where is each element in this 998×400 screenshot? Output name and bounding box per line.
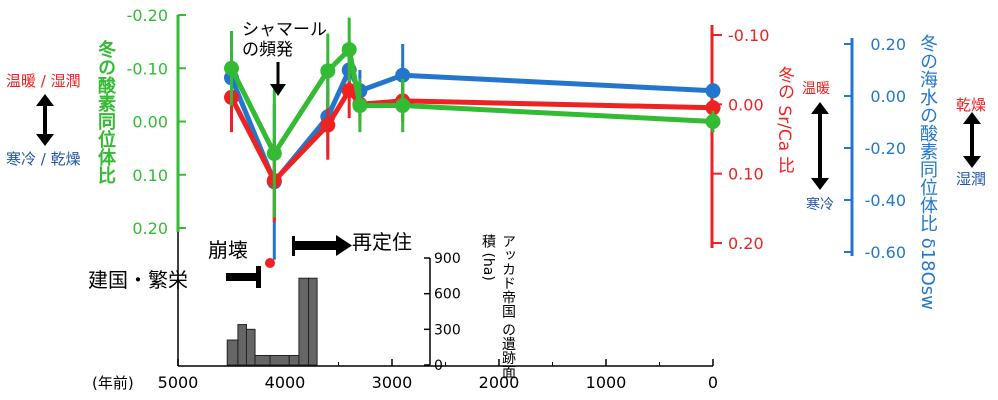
blue-axis-tick-label: -0.60 <box>865 243 906 262</box>
red-axis-tick-label: 0.10 <box>728 165 764 184</box>
resettle-arrow-tail <box>292 236 295 256</box>
x-axis-label: (年前) <box>92 374 134 392</box>
green-data-point <box>320 63 336 79</box>
area-bar <box>298 277 310 366</box>
chamal-arrow-head <box>270 84 286 96</box>
area-bar <box>254 354 271 366</box>
area-bar <box>288 354 300 366</box>
left-double-arrow-up <box>36 94 54 106</box>
area-bar <box>269 354 290 366</box>
blue-axis-tick-label: 0.20 <box>870 35 906 54</box>
red-axis-tick-label: -0.10 <box>728 26 769 45</box>
right-double-arrow-down <box>963 156 981 168</box>
red-axis-title: 冬の Sr/Ca 比 <box>774 66 794 174</box>
x-axis-tick-label: 0 <box>708 373 718 392</box>
green-axis-tick-label: -0.10 <box>127 59 168 78</box>
left-warm-wet-label: 温暖 / 湿潤 <box>6 72 81 90</box>
chamal-annotation: シャマール の頻発 <box>242 20 327 60</box>
founding-marker-shaft <box>226 273 256 281</box>
mid-warm-label: 温暖 <box>802 81 830 97</box>
red-data-point <box>320 117 336 133</box>
blue-data-point <box>395 67 411 83</box>
bar-axis-title: アッカド帝国 の遺跡面積 (ha) <box>480 234 516 379</box>
red-axis-tick-label: 0.20 <box>728 234 764 253</box>
blue-axis-tick-label: -0.20 <box>865 139 906 158</box>
green-axis-tick-label: 0.10 <box>132 166 168 185</box>
right-wet-label: 湿潤 <box>956 170 987 188</box>
area-bar <box>245 328 256 366</box>
founding-marker-end <box>256 266 261 288</box>
area-bar <box>226 339 239 366</box>
right-dry-label: 乾燥 <box>956 96 987 114</box>
left-double-arrow-down <box>36 134 54 146</box>
mid-double-arrow-down <box>811 178 829 190</box>
left-cold-dry-label: 寒冷 / 乾燥 <box>6 150 81 168</box>
x-axis-tick-label: 1000 <box>586 373 627 392</box>
bar-axis-tick-label: 600 <box>434 287 461 303</box>
green-axis-tick-label: 0.20 <box>132 219 168 238</box>
resettle-arrow-shaft <box>292 241 338 250</box>
blue-axis-tick-label: 0.00 <box>870 87 906 106</box>
collapse-marker <box>265 258 275 268</box>
area-bar <box>308 277 318 366</box>
blue-series-line <box>229 67 714 185</box>
green-data-point <box>352 98 368 114</box>
collapse-annotation: 崩壊 <box>208 238 248 262</box>
green-data-point <box>224 60 239 76</box>
green-data-point <box>395 98 411 114</box>
green-axis-tick-label: -0.20 <box>127 6 168 25</box>
bar-axis-tick-label: 300 <box>434 322 461 338</box>
red-data-point <box>705 100 721 116</box>
mid-cold-label: 寒冷 <box>806 197 834 213</box>
green-axis-tick-label: 0.00 <box>132 113 168 132</box>
green-data-point <box>266 145 282 161</box>
green-data-point <box>341 42 357 58</box>
bar-axis-tick-label: 0 <box>434 358 443 374</box>
resettle-annotation: 再定住 <box>352 230 412 254</box>
area-bar <box>237 324 247 366</box>
right-double-arrow-up <box>963 112 981 124</box>
mid-double-arrow-up <box>811 102 829 114</box>
x-axis-tick-label: 2000 <box>479 373 520 392</box>
blue-axis-tick-label: -0.40 <box>865 191 906 210</box>
green-axis-title: 冬の酸素同位体比 <box>95 40 116 184</box>
red-axis-tick-label: 0.00 <box>728 95 764 114</box>
green-data-point <box>705 114 721 129</box>
founding-annotation: 建国・繁栄 <box>88 268 188 292</box>
blue-axis-title: 冬の海水の酸素同位体比 δ18Osw <box>917 34 938 310</box>
blue-data-point <box>705 83 721 99</box>
resettle-arrow-head <box>336 235 352 256</box>
x-axis-tick-label: 5000 <box>158 373 199 392</box>
red-data-point <box>341 82 357 98</box>
bar-axis-tick-label: 900 <box>434 251 461 267</box>
x-axis-tick-label: 3000 <box>372 373 413 392</box>
x-axis-tick-label: 4000 <box>265 373 306 392</box>
